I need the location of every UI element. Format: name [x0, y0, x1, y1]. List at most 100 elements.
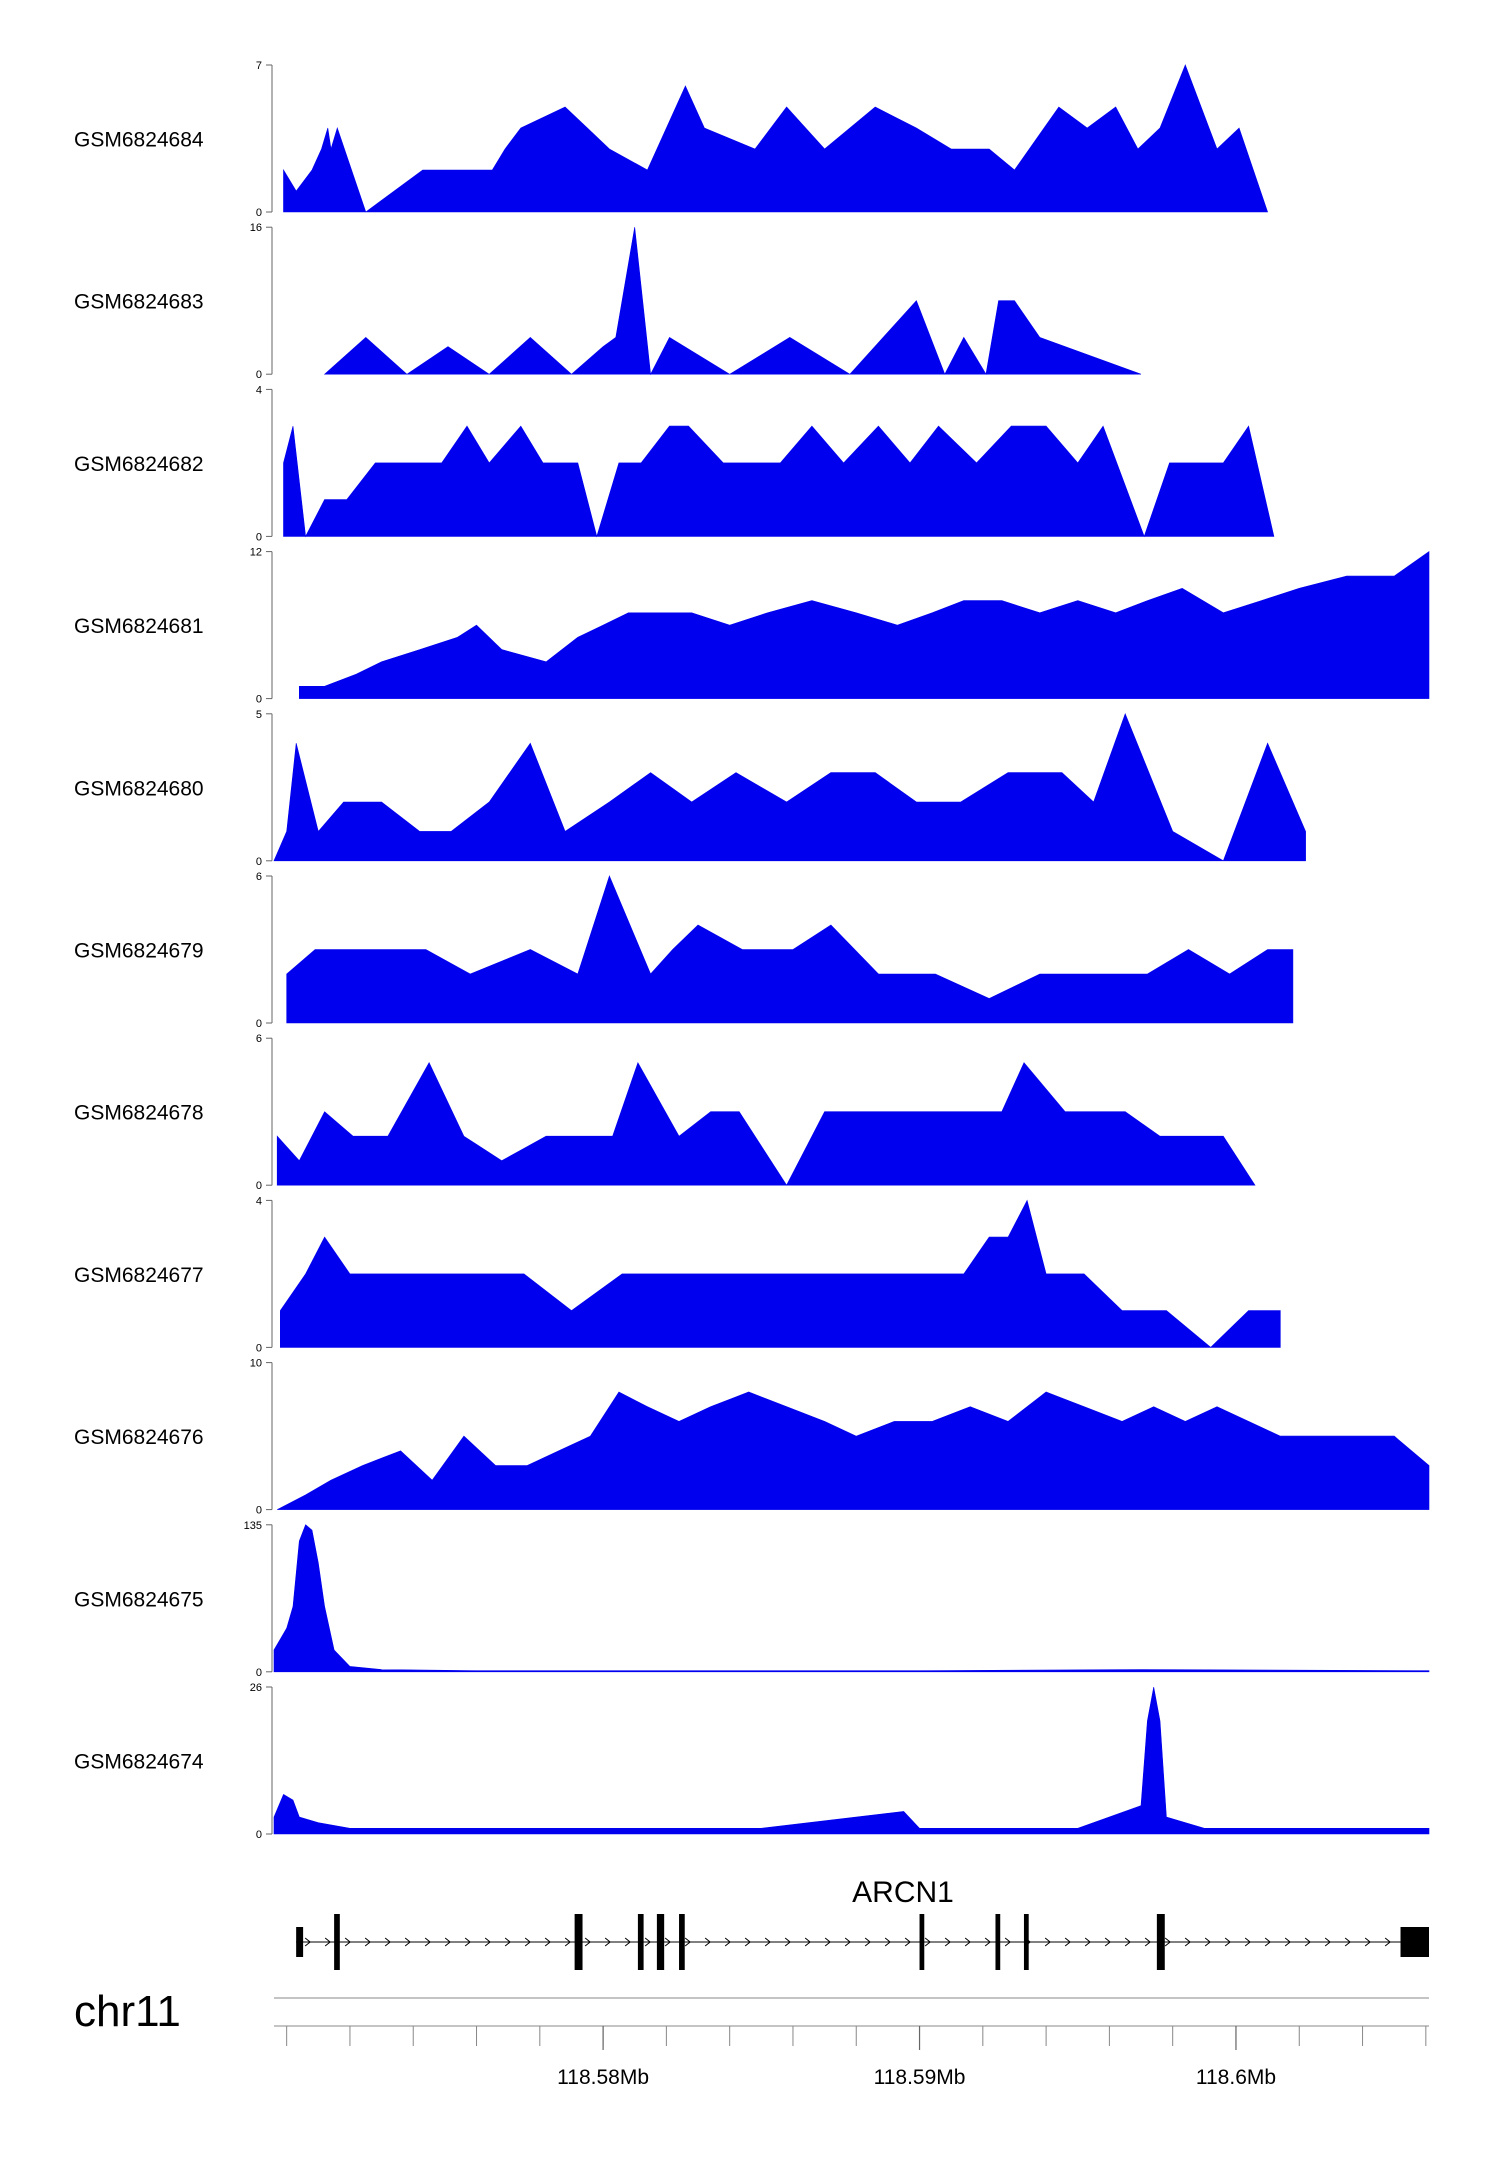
y-tick-label-zero: 0 — [256, 1667, 262, 1679]
strand-arrow — [804, 1937, 811, 1947]
coverage-area — [277, 1391, 1430, 1510]
strand-arrow — [444, 1937, 451, 1947]
strand-arrow — [884, 1937, 891, 1947]
track-label: GSM6824677 — [74, 1264, 204, 1287]
strand-arrow — [1364, 1937, 1371, 1947]
strand-arrow — [944, 1937, 951, 1947]
strand-arrow — [524, 1937, 531, 1947]
y-tick-label-max: 6 — [256, 871, 262, 883]
strand-arrow — [1104, 1937, 1111, 1947]
strand-arrow — [1204, 1937, 1211, 1947]
strand-arrow — [984, 1937, 991, 1947]
y-tick-label-zero: 0 — [256, 1505, 262, 1517]
coverage-area — [276, 1061, 1256, 1186]
strand-arrow — [1124, 1937, 1131, 1947]
y-tick-label-zero: 0 — [256, 856, 262, 868]
track-GSM6824676: GSM6824676 10 0 — [74, 1358, 1430, 1517]
y-tick-label-max: 4 — [256, 384, 262, 396]
strand-arrow — [764, 1937, 771, 1947]
y-tick-label-zero: 0 — [256, 207, 262, 219]
y-tick-label-zero: 0 — [256, 694, 262, 706]
strand-arrow — [464, 1937, 471, 1947]
strand-arrow — [1324, 1937, 1331, 1947]
strand-arrow — [864, 1937, 871, 1947]
strand-arrow — [604, 1937, 611, 1947]
coverage-area — [273, 1524, 1430, 1673]
genome-axis: chr11 118.58Mb 118.59Mb 118.6Mb — [74, 1987, 1429, 2089]
track-GSM6824682: GSM6824682 4 0 — [74, 384, 1275, 543]
y-tick-label-max: 4 — [256, 1195, 262, 1207]
exon — [574, 1914, 583, 1970]
strand-arrow — [664, 1937, 671, 1947]
y-tick-label-max: 10 — [250, 1358, 262, 1370]
coverage-area — [273, 712, 1306, 862]
exon — [656, 1914, 665, 1970]
track-label: GSM6824683 — [74, 291, 204, 314]
y-tick-label-max: 135 — [244, 1520, 262, 1532]
axis-tick-label: 118.58Mb — [557, 2066, 649, 2089]
strand-arrow — [1144, 1937, 1151, 1947]
exon — [637, 1914, 644, 1970]
strand-arrow — [304, 1937, 311, 1947]
strand-arrow — [644, 1937, 651, 1947]
track-label: GSM6824675 — [74, 1588, 204, 1611]
gene-label-arcn1: ARCN1 — [852, 1876, 954, 1909]
strand-arrow — [1344, 1937, 1351, 1947]
strand-arrow — [744, 1937, 751, 1947]
track-label: GSM6824679 — [74, 940, 204, 963]
y-tick-label-max: 5 — [256, 709, 262, 721]
gene-track: ARCN1 — [296, 1876, 1429, 1970]
track-label: GSM6824678 — [74, 1102, 204, 1125]
strand-arrow — [384, 1937, 391, 1947]
y-tick-label-max: 6 — [256, 1033, 262, 1045]
track-GSM6824675: GSM6824675 135 0 — [74, 1520, 1430, 1679]
coverage-area — [286, 875, 1294, 1024]
coverage-area — [280, 1199, 1281, 1348]
strand-arrow — [724, 1937, 731, 1947]
track-GSM6824684: GSM6824684 7 0 — [74, 60, 1269, 219]
exon — [919, 1914, 925, 1970]
axis-tick-label: 118.59Mb — [874, 2066, 966, 2089]
track-GSM6824677: GSM6824677 4 0 — [74, 1195, 1281, 1354]
strand-arrow — [1184, 1937, 1191, 1947]
exon — [1023, 1914, 1029, 1970]
y-tick-label-max: 16 — [250, 222, 262, 234]
strand-arrow — [784, 1937, 791, 1947]
y-tick-label-zero: 0 — [256, 1829, 262, 1841]
strand-arrow — [544, 1937, 551, 1947]
track-GSM6824680: GSM6824680 5 0 — [74, 709, 1306, 868]
exon — [334, 1914, 340, 1970]
exon — [296, 1927, 304, 1957]
strand-arrow — [1224, 1937, 1231, 1947]
coverage-area — [299, 551, 1430, 699]
track-label: GSM6824684 — [74, 129, 204, 152]
track-GSM6824678: GSM6824678 6 0 — [74, 1033, 1256, 1192]
strand-arrow — [504, 1937, 511, 1947]
strand-arrow — [1084, 1937, 1091, 1947]
strand-arrow — [584, 1937, 591, 1947]
strand-arrow — [364, 1937, 371, 1947]
gene-exons — [296, 1914, 1429, 1970]
strand-arrow — [684, 1937, 691, 1947]
y-tick-label-zero: 0 — [256, 1342, 262, 1354]
axis-ticks: 118.58Mb 118.59Mb 118.6Mb — [286, 2026, 1427, 2089]
strand-arrow — [824, 1937, 831, 1947]
y-tick-label-max: 26 — [250, 1682, 262, 1694]
y-tick-label-zero: 0 — [256, 1018, 262, 1030]
data-tracks: GSM682468470GSM6824683160GSM682468240GSM… — [74, 60, 1430, 1841]
strand-arrow — [1264, 1937, 1271, 1947]
coverage-area — [283, 64, 1269, 213]
strand-arrow — [1064, 1937, 1071, 1947]
strand-arrow — [964, 1937, 971, 1947]
strand-arrow — [424, 1937, 431, 1947]
strand-arrow — [624, 1937, 631, 1947]
strand-arrow — [344, 1937, 351, 1947]
track-GSM6824683: GSM6824683 16 0 — [74, 222, 1142, 381]
y-tick-label-zero: 0 — [256, 531, 262, 543]
track-label: GSM6824682 — [74, 453, 204, 476]
strand-arrow — [404, 1937, 411, 1947]
track-label: GSM6824676 — [74, 1426, 204, 1449]
chromosome-label: chr11 — [74, 1987, 181, 2036]
exon — [1156, 1914, 1165, 1970]
